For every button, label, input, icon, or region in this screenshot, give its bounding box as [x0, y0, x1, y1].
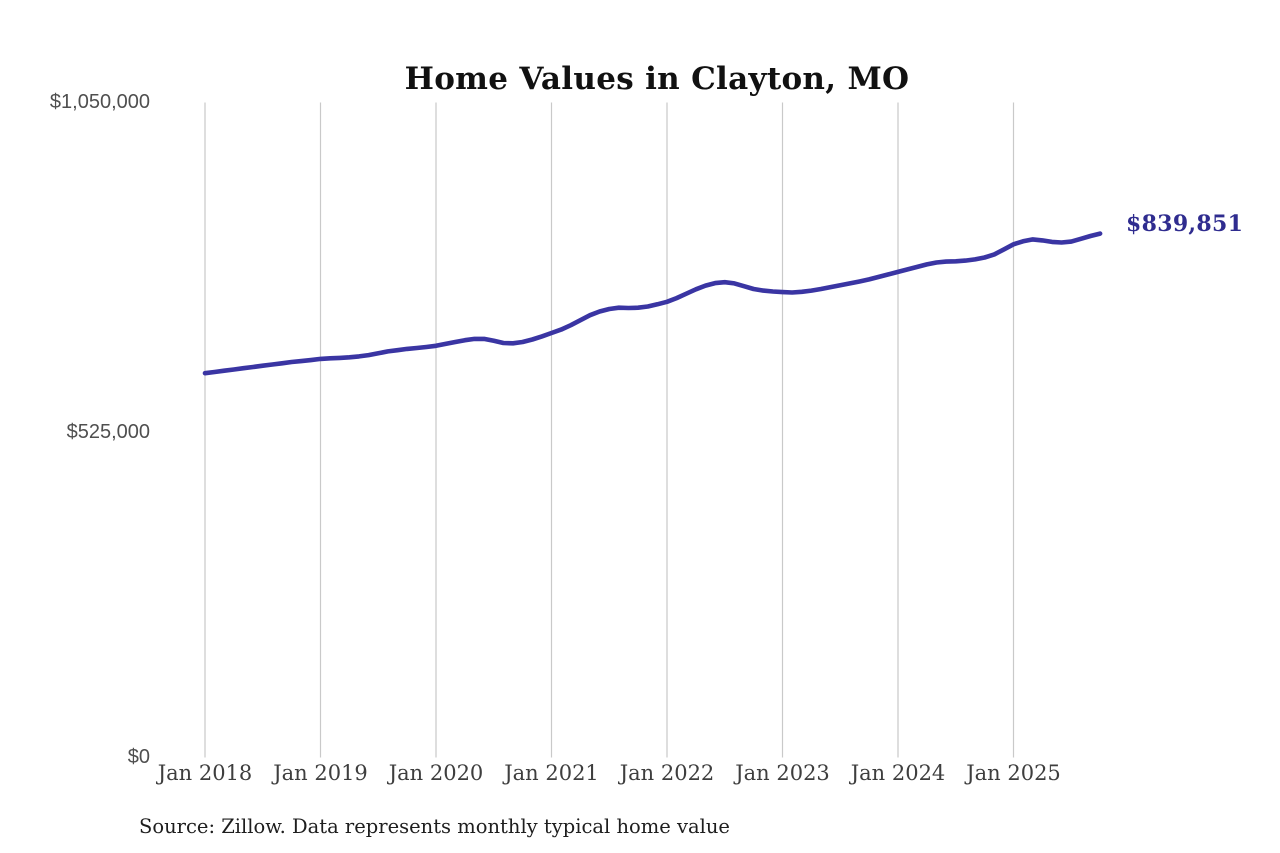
- x-axis-label-jan-2022: Jan 2022: [619, 761, 715, 785]
- x-axis-label-jan-2019: Jan 2019: [273, 761, 368, 785]
- chart-title: Home Values in Clayton, MO: [404, 60, 910, 97]
- y-axis-label-525000: $525,000: [66, 421, 150, 443]
- home-value-line: [202, 231, 1103, 376]
- x-axis-label-jan-2021: Jan 2021: [504, 761, 599, 785]
- final-value-label: $839,851: [1126, 211, 1244, 237]
- x-axis-label-jan-2024: Jan 2024: [850, 761, 946, 785]
- source-note: Source: Zillow. Data represents monthly …: [139, 815, 730, 838]
- x-axis-label-jan-2023: Jan 2023: [735, 761, 830, 785]
- x-axis-label-jan-2020: Jan 2020: [388, 761, 484, 785]
- x-axis-label-jan-2018: Jan 2018: [157, 761, 253, 785]
- y-axis-label-1050000: $1,050,000: [49, 91, 150, 113]
- y-axis-label-0: $0: [127, 746, 150, 768]
- x-axis-label-jan-2025: Jan 2025: [966, 761, 1061, 785]
